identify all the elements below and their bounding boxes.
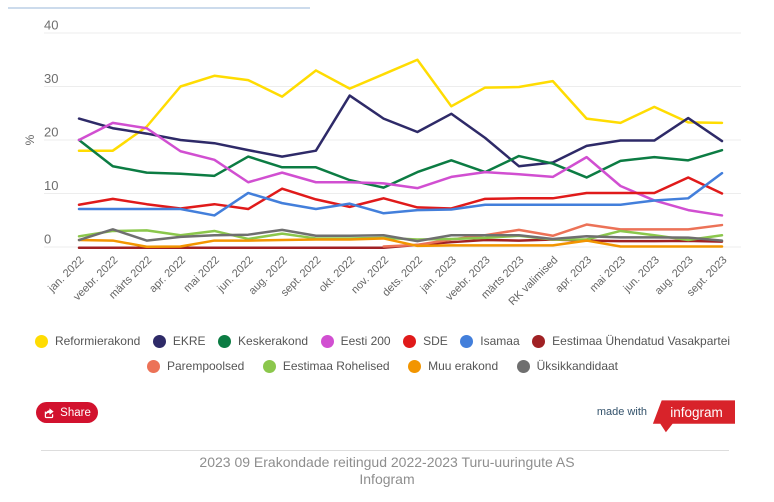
svg-text:apr. 2023: apr. 2023: [553, 254, 594, 295]
svg-text:20: 20: [44, 125, 58, 140]
svg-text:40: 40: [44, 18, 58, 33]
svg-text:mai 2022: mai 2022: [182, 254, 222, 294]
svg-text:0: 0: [44, 232, 51, 247]
svg-text:infogram: infogram: [670, 405, 723, 420]
svg-text:30: 30: [44, 71, 58, 86]
svg-text:mai 2023: mai 2023: [588, 254, 628, 294]
svg-text:10: 10: [44, 178, 58, 193]
svg-text:apr. 2022: apr. 2022: [147, 254, 188, 295]
svg-text:%: %: [23, 134, 37, 145]
